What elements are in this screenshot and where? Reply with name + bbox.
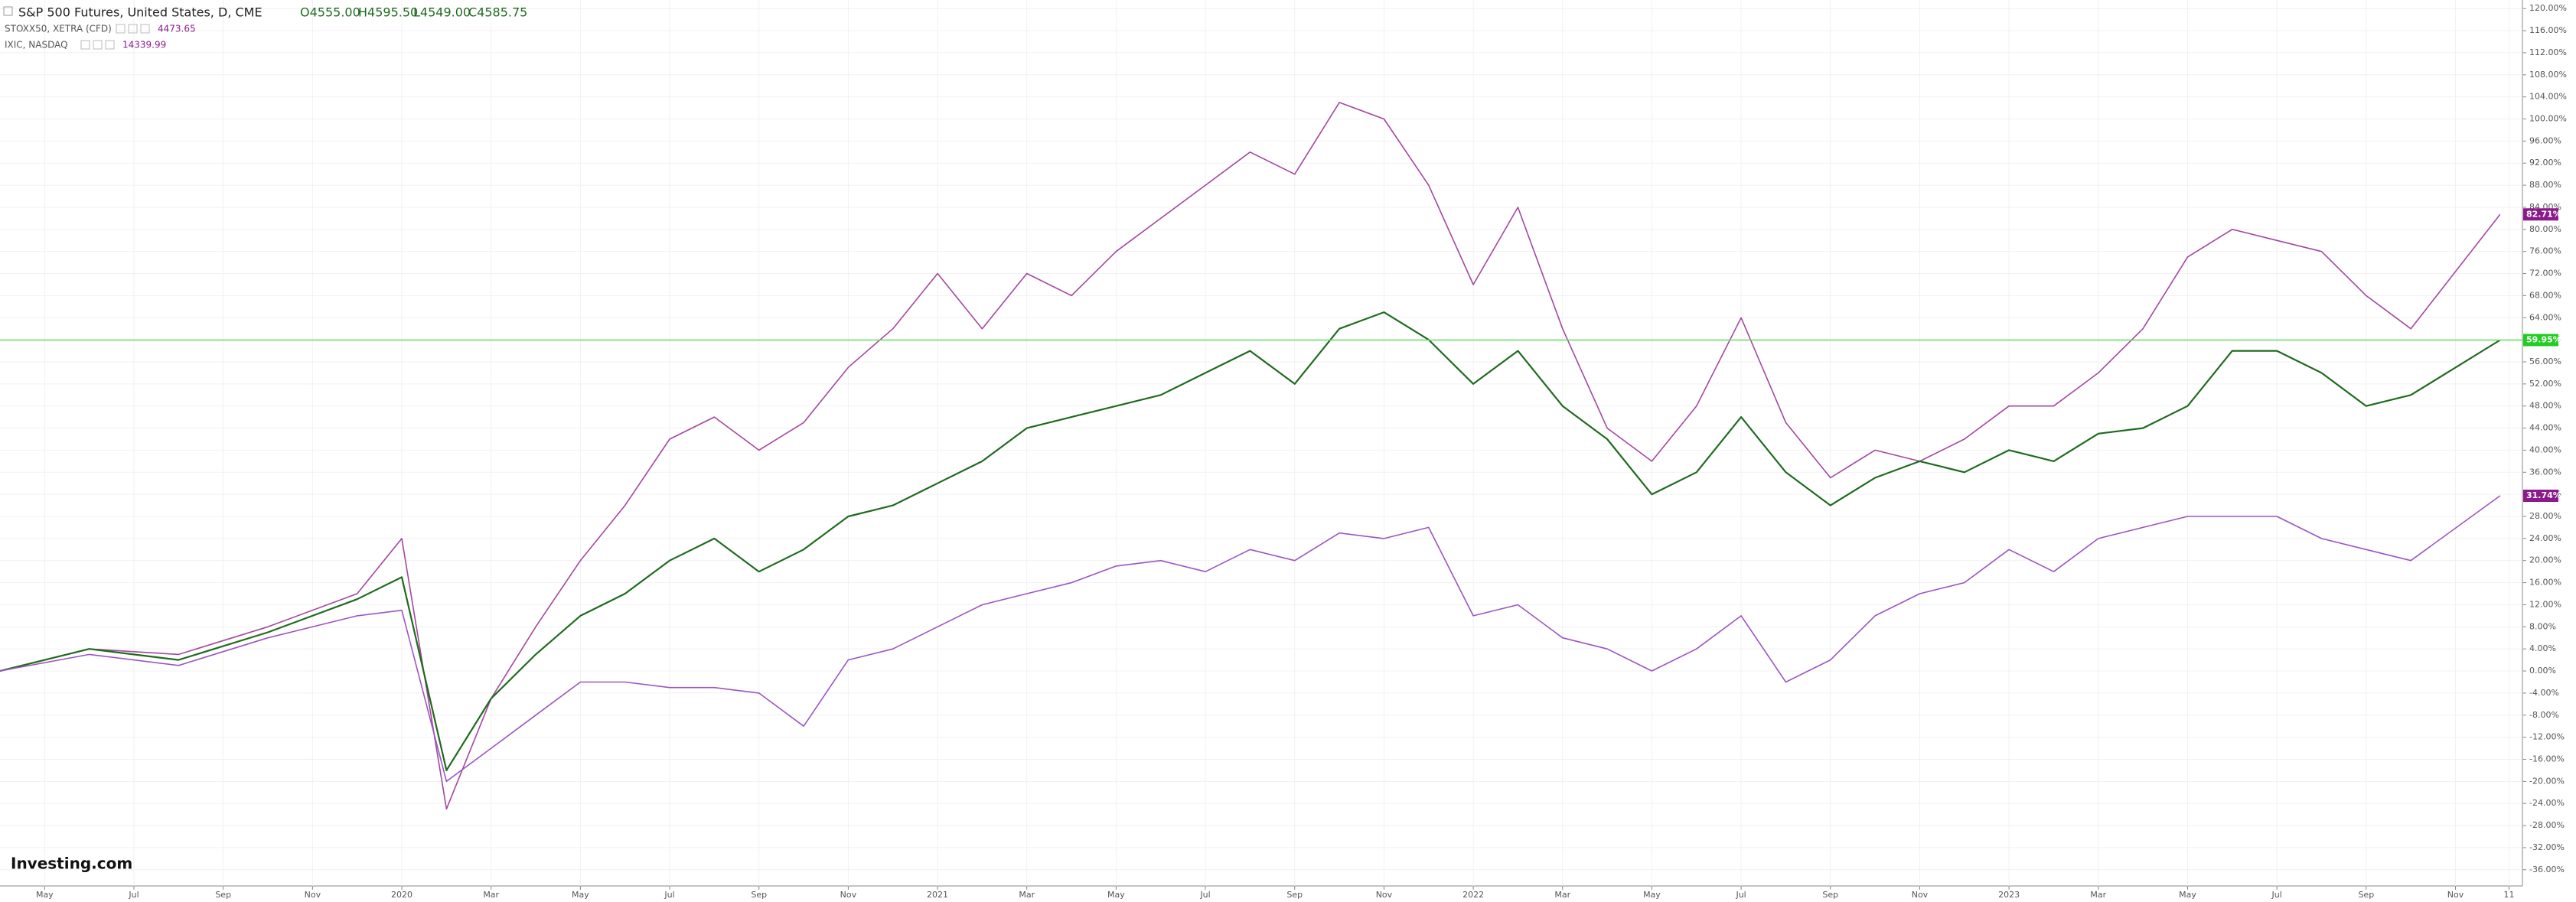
y-tick-label: 112.00% [2529,47,2567,57]
series-line [0,495,2501,783]
x-tick-label: May [36,890,54,900]
y-tick-label: 40.00% [2529,444,2561,454]
y-tick-label: 64.00% [2529,312,2561,322]
x-tick-label: Sep [215,890,231,900]
x-tick-label: Jul [1735,890,1746,900]
y-tick-label: 28.00% [2529,511,2561,521]
y-tick-label: 36.00% [2529,467,2561,477]
x-tick-label: Nov [305,890,321,900]
y-tick-label: 52.00% [2529,379,2561,389]
value-badge [2523,208,2558,221]
legend-icon[interactable] [93,40,103,50]
y-tick-label: 24.00% [2529,533,2561,543]
value-label: 82.71% [2526,209,2561,219]
legend: S&P 500 Futures, United States, D, CME O… [3,5,527,50]
x-tick-label: Nov [1912,890,1929,900]
x-tick-label: Jul [664,890,674,900]
y-tick-label: 92.00% [2529,158,2561,168]
x-tick-label: Mar [1019,890,1035,900]
y-tick-label: 16.00% [2529,578,2561,588]
y-tick-label: 48.00% [2529,401,2561,411]
y-tick-label: 44.00% [2529,423,2561,433]
series-line [0,311,2501,772]
x-tick-label: Sep [751,890,767,900]
ohlc-high: H4595.50 [358,5,418,20]
ohlc-open: O4555.00 [300,5,360,20]
y-tick-label: 12.00% [2529,599,2561,609]
value-label: 31.74% [2526,490,2561,500]
x-tick-label: Nov [840,890,857,900]
ohlc-low: L4549.00 [413,5,471,20]
value-badge [2523,334,2558,347]
chart-title: S&P 500 Futures, United States, D, CME [18,5,262,20]
y-tick-label: -8.00% [2529,710,2559,720]
y-tick-label: 68.00% [2529,290,2561,300]
y-tick-label: -16.00% [2529,754,2565,764]
value-badge [2523,490,2558,503]
legend-icon[interactable] [140,24,150,34]
series-line [0,102,2501,810]
value-label: 59.95% [2526,334,2561,344]
y-tick-label: 116.00% [2529,25,2567,35]
legend-icon[interactable] [80,40,90,50]
y-tick-label: 72.00% [2529,269,2561,278]
y-tick-label: 56.00% [2529,357,2561,366]
y-tick-label: 80.00% [2529,224,2561,234]
y-tick-label: 20.00% [2529,555,2561,565]
legend-icon[interactable] [116,24,126,34]
legend-entry: STOXX50, XETRA (CFD) [5,24,112,34]
x-tick-label: 2020 [391,890,412,900]
y-tick-label: -36.00% [2529,865,2565,874]
y-tick-label: 4.00% [2529,643,2556,653]
y-tick-label: 76.00% [2529,246,2561,256]
x-tick-label: Jul [1199,890,1210,900]
y-tick-label: 88.00% [2529,180,2561,190]
legend-icon[interactable] [128,24,138,34]
legend-value: 14339.99 [122,40,166,50]
y-tick-label: 0.00% [2529,666,2556,676]
y-tick-label: 104.00% [2529,92,2567,102]
x-tick-label: Sep [2358,890,2374,900]
y-tick-label: 96.00% [2529,135,2561,145]
y-tick-label: 120.00% [2529,3,2567,13]
y-tick-label: -20.00% [2529,776,2565,786]
legend-icon[interactable] [105,40,115,50]
x-tick-label: 2022 [1462,890,1484,900]
y-tick-label: -12.00% [2529,732,2565,742]
x-tick-label: Nov [2447,890,2464,900]
x-tick-label: Mar [2090,890,2106,900]
x-tick-label: May [1643,890,1661,900]
x-tick-label: Jul [2271,890,2282,900]
y-tick-label: 8.00% [2529,621,2556,631]
x-tick-label: 2021 [927,890,948,900]
x-tick-label: Jul [128,890,139,900]
x-tick-label: May [572,890,589,900]
ohlc-close: C4585.75 [468,5,527,20]
x-tick-label: Sep [1822,890,1838,900]
y-tick-label: 100.00% [2529,114,2567,124]
collapse-icon[interactable] [3,6,13,16]
legend-value: 4473.65 [158,24,196,34]
x-tick-label: 2023 [1998,890,2020,900]
x-tick-label: Mar [483,890,499,900]
y-tick-label: 108.00% [2529,70,2567,80]
watermark: Investing.com [11,855,132,873]
x-tick-label: Mar [1554,890,1570,900]
x-tick-label: 11 [2503,890,2514,900]
x-tick-label: Sep [1286,890,1303,900]
x-tick-label: May [2179,890,2196,900]
plot [0,102,2522,810]
y-tick-label: -28.00% [2529,820,2565,830]
x-tick-label: Nov [1376,890,1393,900]
grid [0,0,2522,886]
y-tick-label: -32.00% [2529,842,2565,852]
x-tick-label: May [1107,890,1125,900]
y-tick-label: -24.00% [2529,798,2565,808]
legend-entry: IXIC, NASDAQ [5,40,68,50]
y-tick-label: -4.00% [2529,688,2559,698]
